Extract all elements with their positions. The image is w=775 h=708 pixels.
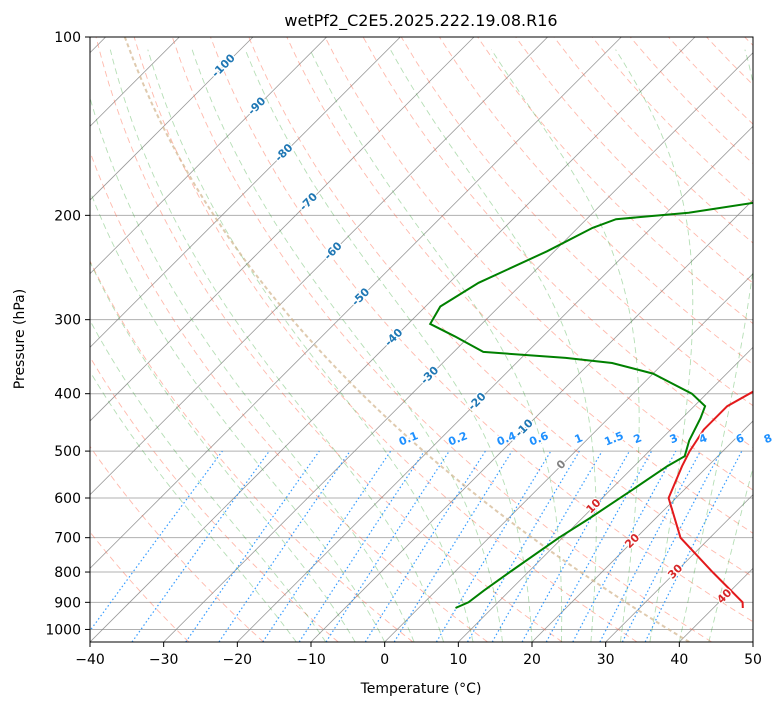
dewpoint-profile-line — [428, 201, 753, 609]
axes: −40 −30 −20 −10 0 10 20 30 40 50 100 200 300 400 500 60… — [45, 30, 762, 668]
plot-frame — [89, 36, 754, 643]
moist-adiabat-line — [90, 96, 415, 642]
chart-title: wetPf2_C2E5.2025.222.19.08.R16 — [284, 11, 557, 31]
lcl-curve-line — [123, 37, 690, 642]
x-tick-label: 20 — [523, 652, 541, 668]
y-tick-label: 800 — [54, 565, 81, 581]
mixing-ratio-line — [218, 450, 351, 642]
dry-adiabat-line — [324, 37, 753, 491]
isotherm-line — [90, 37, 548, 496]
moist-adiabat-line — [90, 319, 327, 642]
y-tick-label: 200 — [54, 208, 81, 224]
dry-adiabat-line — [248, 37, 753, 578]
x-tick-label: −10 — [296, 652, 326, 668]
x-tick-label: 0 — [380, 652, 389, 668]
x-tick-label: −20 — [223, 652, 253, 668]
isotherm-line — [90, 37, 622, 569]
mixing-ratio-line — [393, 450, 513, 642]
dry-adiabat-line — [210, 37, 753, 623]
x-tick-label: 50 — [744, 652, 762, 668]
isotherm-line — [163, 52, 753, 642]
x-axis-label: Temperature (°C) — [360, 681, 482, 697]
isotherm-line — [90, 37, 475, 422]
dry-adiabat-line — [90, 356, 339, 642]
isotherm-line — [90, 37, 696, 642]
mixing-ratio-line — [131, 450, 270, 642]
x-tick-label: 30 — [597, 652, 615, 668]
plot-area — [90, 37, 753, 642]
mixing-ratio-line — [262, 450, 392, 642]
x-tick-label: 40 — [670, 652, 688, 668]
mixing-ratio-line — [298, 450, 425, 642]
y-tick-label: 900 — [54, 595, 81, 611]
temperature-profile-line — [667, 390, 753, 609]
x-tick-label: −30 — [149, 652, 179, 668]
y-tick-label: 400 — [54, 387, 81, 403]
moist-adiabat-line — [490, 49, 640, 642]
isotherm-line — [90, 37, 327, 275]
isotherm-line — [310, 199, 753, 642]
isotherm-line — [458, 346, 753, 642]
mixing-ratio-line — [644, 450, 743, 642]
mixing-ratio-line — [185, 450, 320, 642]
moist-adiabat-line — [390, 49, 597, 642]
moist-adiabat-line — [90, 370, 297, 642]
mixing-ratio-label: 8 — [762, 431, 774, 446]
moist-adiabat-line — [678, 49, 753, 642]
moist-adiabat-line — [109, 49, 445, 642]
x-tick-label: 10 — [449, 652, 467, 668]
moist-adiabat-line — [309, 49, 563, 642]
moist-adiabat-line — [191, 49, 503, 642]
dry-adiabat-line — [90, 445, 264, 642]
mixing-ratio-line — [521, 450, 631, 642]
isotherm-line — [531, 420, 753, 642]
isotherm-line — [752, 641, 753, 642]
isotherm-line — [90, 37, 254, 201]
background-lines — [90, 37, 753, 642]
plot-background — [90, 37, 753, 642]
dry-adiabat-line — [133, 37, 638, 642]
moist-adiabat-line — [90, 260, 356, 642]
y-tick-label: 1000 — [45, 622, 81, 638]
isotherm-line — [605, 494, 753, 642]
isotherm-line — [90, 37, 401, 348]
moist-adiabat-line — [244, 49, 533, 642]
moist-adiabat-line — [615, 49, 694, 642]
dry-adiabat-line — [95, 37, 563, 642]
moist-adiabat-line — [708, 466, 753, 642]
y-tick-label: 300 — [54, 313, 81, 329]
x-tick-label: −40 — [75, 652, 105, 668]
moist-adiabat-line — [147, 49, 474, 642]
dry-adiabat-line — [286, 37, 753, 534]
isotherm-line — [384, 273, 753, 642]
mixing-ratio-line — [325, 450, 450, 642]
y-axis-label: Pressure (hPa) — [12, 289, 28, 389]
y-tick-label: 500 — [54, 444, 81, 460]
mixing-ratio-line — [572, 450, 677, 642]
y-tick-label: 700 — [54, 531, 81, 547]
isotherm-line — [237, 125, 753, 642]
dry-adiabat-line — [90, 259, 414, 642]
y-tick-label: 600 — [54, 491, 81, 507]
series-layer — [428, 201, 753, 609]
dry-adiabat-line — [171, 37, 712, 642]
dry-adiabat-line — [515, 37, 753, 284]
y-tick-label: 100 — [54, 30, 81, 46]
mixing-ratio-line — [90, 450, 223, 632]
